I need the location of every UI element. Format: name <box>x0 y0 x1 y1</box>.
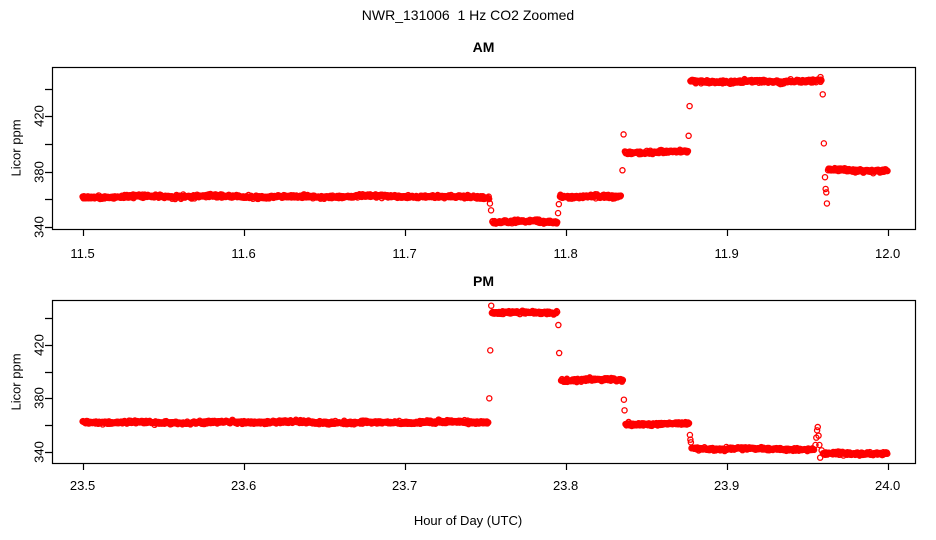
y-tick-label: 340 <box>31 440 47 463</box>
y-tick-label: 380 <box>31 387 47 410</box>
y-tick-label: 420 <box>31 334 47 356</box>
panel-title-am: AM <box>472 39 495 55</box>
x-axis-label: Hour of Day (UTC) <box>413 513 523 528</box>
x-tick-label: 23.9 <box>713 478 740 493</box>
y-tick-label: 340 <box>31 216 47 238</box>
x-tick-label: 11.5 <box>70 246 95 261</box>
panel-title-pm: PM <box>473 273 494 289</box>
x-tick-label: 23.7 <box>391 478 418 493</box>
chart-title: NWR_131006 1 Hz CO2 Zoomed <box>361 7 575 23</box>
x-tick-label: 12.0 <box>874 246 901 261</box>
y-axis-label-pm: Licor ppm <box>8 353 24 411</box>
y-tick-label: 380 <box>31 160 47 183</box>
x-tick-label: 23.6 <box>230 478 257 493</box>
x-tick-label: 11.9 <box>714 246 739 261</box>
x-tick-label: 24.0 <box>874 478 901 493</box>
y-tick-label: 420 <box>31 105 47 128</box>
x-tick-label: 11.8 <box>553 246 578 261</box>
x-tick-label: 23.5 <box>69 478 96 493</box>
x-tick-label: 23.8 <box>552 478 579 493</box>
x-tick-label: 11.6 <box>231 246 256 261</box>
x-tick-label: 11.7 <box>392 246 417 261</box>
y-axis-label-am: Licor ppm <box>8 119 24 177</box>
